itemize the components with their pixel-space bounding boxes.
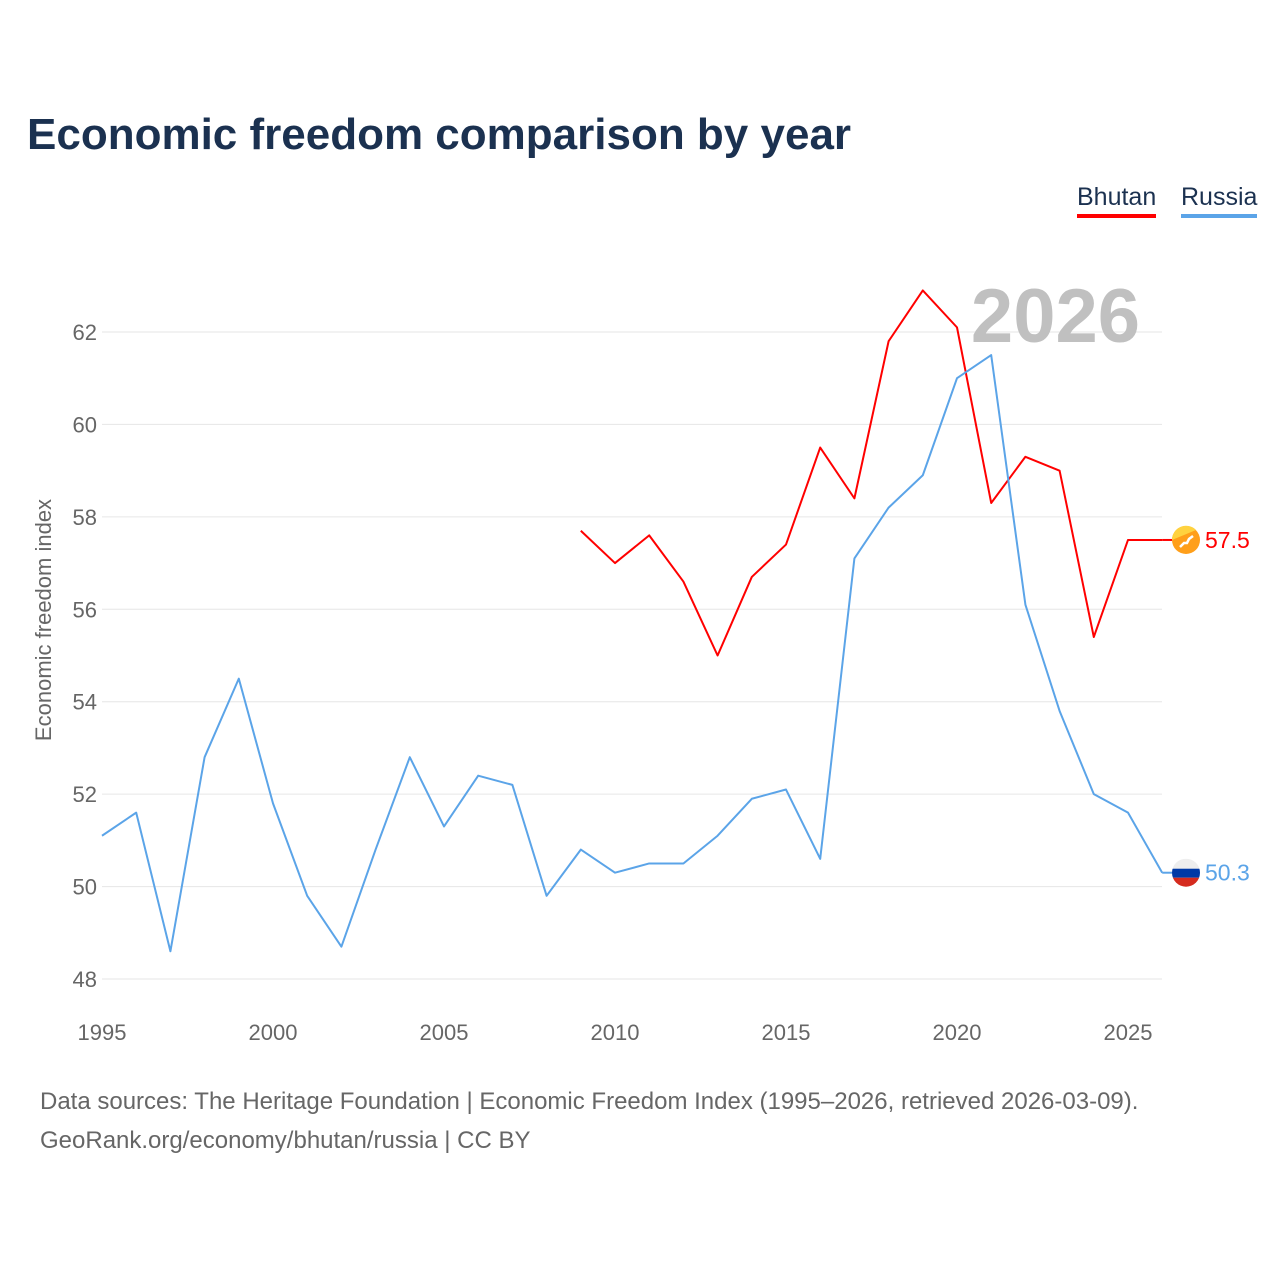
x-tick-label: 2005 — [420, 1020, 469, 1045]
russia-flag-icon — [1172, 858, 1200, 887]
legend-bhutan[interactable]: Bhutan — [1077, 183, 1157, 218]
x-tick-label: 2015 — [762, 1020, 811, 1045]
data-sources: Data sources: The Heritage Foundation | … — [40, 1088, 1139, 1115]
chart-title: Economic freedom comparison by year — [27, 110, 852, 159]
x-tick-label: 2020 — [933, 1020, 982, 1045]
y-tick-label: 48 — [73, 967, 97, 992]
year-watermark: 2026 — [971, 274, 1140, 359]
flag-blue — [1172, 868, 1200, 878]
y-tick-label: 50 — [73, 875, 97, 900]
y-tick-label: 54 — [73, 690, 97, 715]
credit-link[interactable]: GeoRank.org/economy/bhutan/russia | CC B… — [40, 1127, 531, 1154]
series-line-russia — [101, 354, 1164, 953]
x-tick-label: 2025 — [1104, 1020, 1153, 1045]
dragon-icon — [1179, 534, 1194, 548]
y-tick-label: 62 — [73, 320, 97, 345]
x-tick-label: 2010 — [591, 1020, 640, 1045]
y-axis-label: Economic freedom index — [31, 499, 56, 741]
legend-russia[interactable]: Russia — [1181, 183, 1258, 218]
y-tick-label: 52 — [73, 782, 97, 807]
flag-white — [1172, 858, 1200, 869]
end-value-label-russia: 50.3 — [1205, 860, 1250, 886]
end-value-label-bhutan: 57.5 — [1205, 527, 1250, 553]
flag-red — [1172, 877, 1200, 887]
y-tick-label: 56 — [73, 597, 97, 622]
x-tick-label: 2000 — [249, 1020, 298, 1045]
y-tick-label: 60 — [73, 412, 97, 437]
x-tick-label: 1995 — [78, 1020, 127, 1045]
flag-part — [1171, 525, 1196, 540]
series-line-bhutan — [580, 289, 1163, 657]
y-tick-label: 58 — [73, 505, 97, 530]
